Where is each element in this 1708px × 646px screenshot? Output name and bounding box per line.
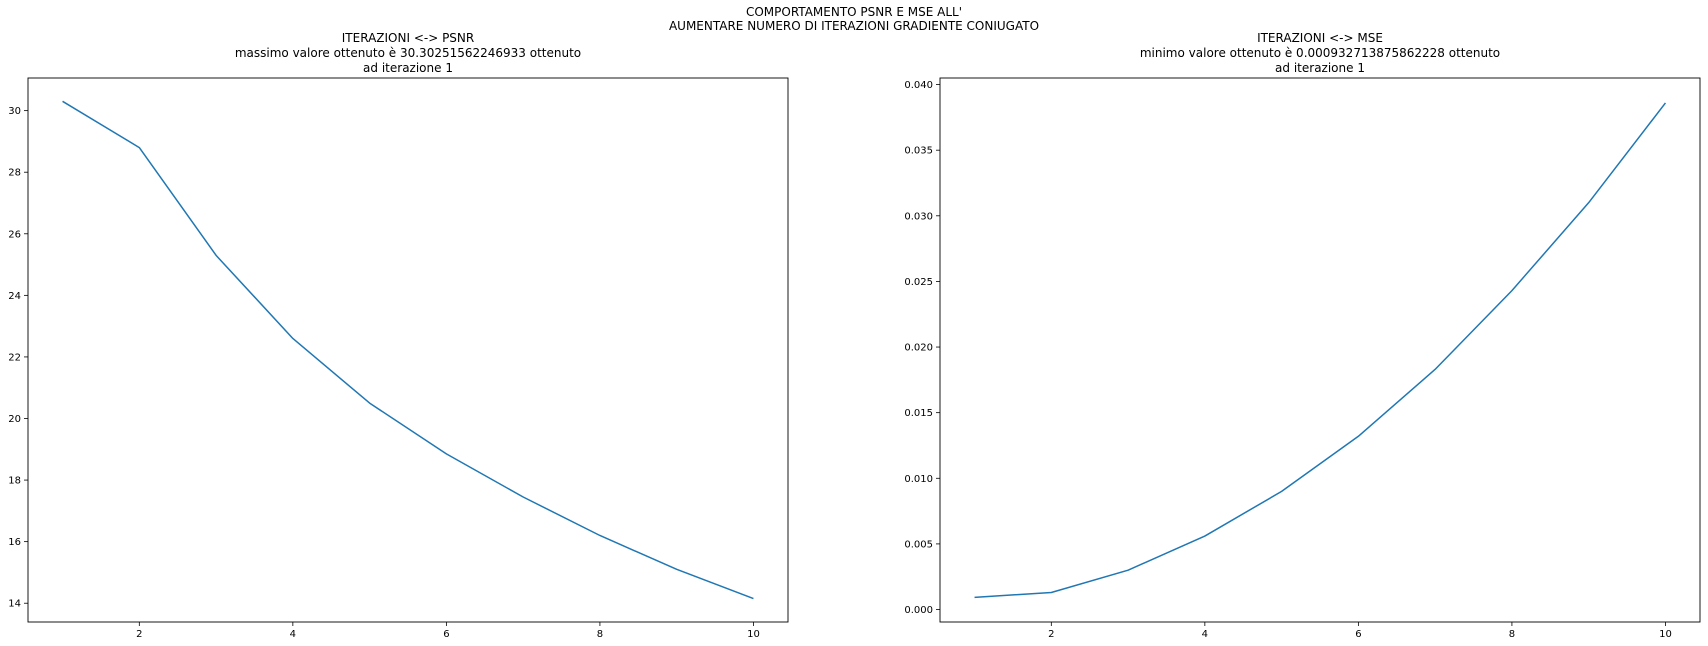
mse-x-tick-label: 10: [1659, 629, 1672, 640]
psnr-y-tick-label: 20: [8, 414, 21, 425]
psnr-x-tick-label: 2: [136, 629, 142, 640]
mse-y-tick-label: 0.025: [904, 277, 933, 288]
mse-y-tick-label: 0.020: [904, 343, 933, 354]
mse-y-tick-label: 0.010: [904, 474, 933, 485]
suptitle-line-1: COMPORTAMENTO PSNR E MSE ALL': [745, 5, 963, 19]
mse-y-tick-label: 0.035: [904, 146, 933, 157]
psnr-plot-title: ITERAZIONI <-> PSNR massimo valore otten…: [28, 31, 788, 76]
mse-y-tick-label: 0.000: [904, 605, 933, 616]
psnr-y-tick-label: 26: [8, 229, 21, 240]
psnr-x-tick-label: 10: [747, 629, 760, 640]
psnr-subtitle-line-1: massimo valore ottenuto è 30.30251562246…: [234, 46, 582, 60]
mse-subtitle-line-2: ad iterazione 1: [1275, 61, 1365, 75]
psnr-title: ITERAZIONI <-> PSNR: [341, 31, 475, 45]
mse-y-tick-label: 0.030: [904, 211, 933, 222]
mse-y-tick-label: 0.005: [904, 539, 933, 550]
mse-x-tick-label: 8: [1509, 629, 1515, 640]
psnr-y-tick-label: 22: [8, 352, 21, 363]
mse-plot-title: ITERAZIONI <-> MSE minimo valore ottenut…: [940, 31, 1700, 76]
psnr-y-tick-label: 28: [8, 168, 21, 179]
mse-title: ITERAZIONI <-> MSE: [1257, 31, 1383, 45]
psnr-subtitle-line-2: ad iterazione 1: [363, 61, 453, 75]
mse-x-tick-label: 2: [1048, 629, 1054, 640]
psnr-x-tick-label: 4: [290, 629, 296, 640]
psnr-y-tick-label: 24: [8, 291, 21, 302]
psnr-y-tick-label: 16: [8, 537, 21, 548]
suptitle-line-2: AUMENTARE NUMERO DI ITERAZIONI GRADIENTE…: [668, 19, 1040, 33]
mse-series-line: [974, 102, 1667, 599]
psnr-y-tick-label: 18: [8, 476, 21, 487]
mse-axes-frame: [939, 77, 1701, 623]
mse-y-tick-label: 0.040: [904, 80, 933, 91]
mse-axes: 2 4 6 8 10 0.000 0.005 0.010 0.015 0.020 0.025 0.03…: [904, 77, 1701, 640]
mse-subtitle-line-1: minimo valore ottenuto è 0.0009327138758…: [1139, 46, 1501, 60]
mse-x-tick-label: 4: [1202, 629, 1208, 640]
psnr-x-tick-label: 8: [597, 629, 603, 640]
psnr-x-tick-label: 6: [443, 629, 449, 640]
psnr-y-tick-label: 14: [8, 599, 21, 610]
psnr-y-tick-label: 30: [8, 106, 21, 117]
mse-x-tick-label: 6: [1355, 629, 1361, 640]
mse-y-tick-label: 0.015: [904, 408, 933, 419]
psnr-axes-frame: [27, 77, 789, 623]
figure-suptitle: COMPORTAMENTO PSNR E MSE ALL' AUMENTARE …: [0, 5, 1708, 33]
psnr-series-line: [62, 100, 754, 600]
